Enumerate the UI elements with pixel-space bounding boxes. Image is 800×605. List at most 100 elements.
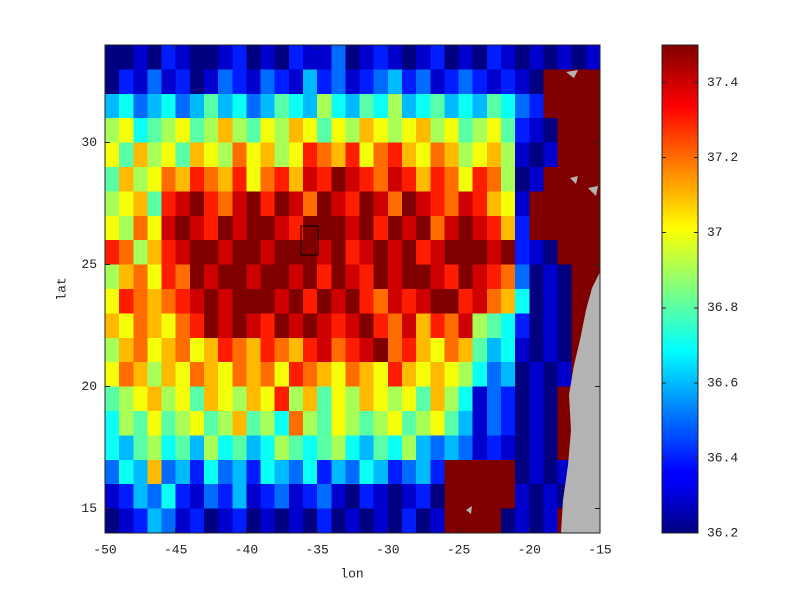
- cell: [175, 435, 191, 461]
- cell: [529, 69, 545, 95]
- cell: [416, 289, 431, 314]
- cell: [472, 459, 488, 485]
- cell: [345, 313, 361, 339]
- cell: [359, 215, 375, 241]
- cell: [501, 191, 516, 217]
- cell: [585, 167, 601, 192]
- cell: [373, 386, 389, 412]
- cell: [147, 459, 163, 485]
- cell: [373, 69, 389, 95]
- cell: [515, 459, 530, 485]
- cell: [105, 118, 120, 144]
- cell: [189, 289, 205, 314]
- cell: [430, 313, 446, 339]
- cell: [317, 93, 332, 119]
- cell: [204, 191, 219, 217]
- cell: [416, 264, 431, 290]
- cell: [486, 362, 502, 388]
- cell: [147, 362, 163, 388]
- cell: [204, 142, 219, 168]
- cell: [359, 45, 375, 70]
- cell: [529, 435, 545, 461]
- cell: [402, 93, 417, 119]
- cell: [260, 435, 276, 461]
- cell: [515, 264, 530, 290]
- cell: [472, 362, 488, 388]
- cell: [218, 411, 233, 436]
- cell: [232, 118, 248, 144]
- cell: [387, 435, 403, 461]
- cell: [557, 386, 573, 412]
- cell: [317, 215, 332, 241]
- cell: [557, 362, 573, 388]
- cell: [515, 435, 530, 461]
- cell: [232, 411, 248, 436]
- x-tick-label: -35: [305, 542, 328, 557]
- cell: [218, 459, 233, 485]
- cell: [387, 313, 403, 339]
- cell: [585, 240, 601, 266]
- cell: [317, 118, 332, 144]
- cell: [147, 313, 163, 339]
- cell: [387, 337, 403, 363]
- cell: [345, 264, 361, 290]
- cell: [529, 459, 545, 485]
- cell: [274, 215, 290, 241]
- y-tick-label: 25: [81, 257, 97, 272]
- cell: [458, 93, 474, 119]
- cell: [331, 215, 347, 241]
- cell: [161, 142, 177, 168]
- cell: [458, 313, 474, 339]
- cell: [260, 337, 276, 363]
- cell: [260, 69, 276, 95]
- cell: [119, 411, 134, 436]
- cell: [501, 386, 516, 412]
- cell: [486, 167, 502, 192]
- cell: [189, 435, 205, 461]
- cell: [486, 484, 502, 510]
- cell: [373, 118, 389, 144]
- cell: [204, 93, 219, 119]
- cell: [458, 264, 474, 290]
- cell: [486, 313, 502, 339]
- cell: [288, 362, 304, 388]
- cell: [105, 69, 120, 95]
- cell: [472, 313, 488, 339]
- cell: [345, 69, 361, 95]
- cell: [218, 435, 233, 461]
- cell: [175, 142, 191, 168]
- cell: [472, 167, 488, 192]
- cell: [175, 167, 191, 192]
- cell: [430, 191, 446, 217]
- cell: [359, 240, 375, 266]
- cell: [543, 118, 559, 144]
- cell: [161, 411, 177, 436]
- cell: [331, 386, 347, 412]
- cell: [246, 411, 262, 436]
- cell: [161, 264, 177, 290]
- cell: [501, 435, 516, 461]
- cell: [486, 386, 502, 412]
- cell: [105, 289, 120, 314]
- cell: [359, 337, 375, 363]
- cell: [402, 386, 417, 412]
- cell: [486, 508, 502, 534]
- cell: [105, 484, 120, 510]
- cell: [246, 435, 262, 461]
- cell: [260, 362, 276, 388]
- cell: [288, 386, 304, 412]
- cell: [303, 435, 318, 461]
- cell: [543, 69, 559, 95]
- cell: [260, 508, 276, 534]
- cell: [274, 411, 290, 436]
- cell: [444, 435, 460, 461]
- cell: [543, 508, 559, 534]
- cell: [303, 264, 318, 290]
- cell: [402, 240, 417, 266]
- cell: [147, 337, 163, 363]
- cell: [501, 411, 516, 436]
- cell: [317, 484, 332, 510]
- cell: [387, 411, 403, 436]
- cell: [501, 508, 516, 534]
- cell: [161, 191, 177, 217]
